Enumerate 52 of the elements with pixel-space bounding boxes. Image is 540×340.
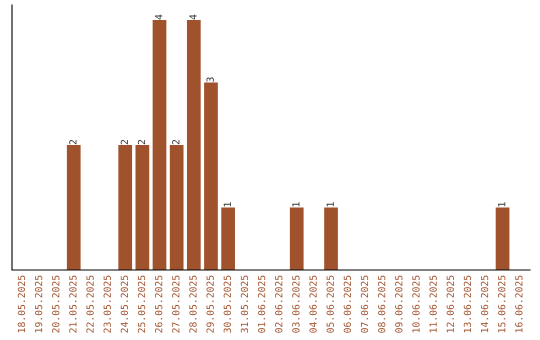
data-label: 1	[292, 202, 300, 206]
x-tick-label: 20.05.2025	[52, 276, 60, 333]
x-tick-label: 09.06.2025	[395, 276, 402, 333]
bar	[186, 20, 201, 270]
x-tick-label: 26.05.2025	[155, 276, 162, 333]
bar	[152, 20, 166, 270]
data-label: 4	[155, 14, 162, 20]
data-label: 1	[224, 202, 231, 206]
data-label: 1	[326, 202, 334, 206]
x-tick-label: 23.05.2025	[104, 276, 111, 333]
x-tick-label: 30.05.2025	[224, 276, 231, 333]
data-label: 2	[172, 140, 180, 144]
x-tick-label: 28.05.2025	[189, 276, 197, 333]
x-tick-label: 04.06.2025	[309, 276, 317, 333]
bar	[290, 208, 304, 270]
bar	[496, 208, 510, 270]
x-tick-label: 01.06.2025	[258, 276, 266, 333]
x-tick-label: 31.05.2025	[240, 276, 248, 333]
x-tick-label: 29.05.2025	[206, 276, 214, 333]
x-tick-label: 10.06.2025	[412, 276, 420, 332]
x-tick-label: 19.05.2025	[34, 276, 42, 332]
x-tick-label: 08.06.2025	[378, 276, 386, 333]
x-tick-label: 12.06.2025	[446, 276, 454, 332]
bar	[66, 145, 81, 270]
data-label: 2	[69, 140, 76, 144]
x-tick-label: 06.06.2025	[344, 276, 352, 333]
x-tick-label: 25.05.2025	[138, 276, 146, 333]
x-tick-label: 24.05.2025	[120, 276, 128, 333]
data-label: 4	[189, 14, 197, 20]
x-tick-label: 15.06.2025	[498, 276, 506, 332]
x-tick-label: 18.05.2025	[18, 276, 26, 332]
bar	[170, 145, 184, 270]
x-tick-label: 21.05.2025	[69, 276, 77, 333]
bar	[135, 145, 150, 270]
data-label: 3	[206, 77, 214, 82]
data-label: 2	[120, 140, 128, 144]
x-tick-label: 02.06.2025	[275, 276, 282, 333]
x-tick-label: 03.06.2025	[292, 276, 300, 333]
x-tick-label: 22.05.2025	[86, 276, 94, 333]
data-label: 1	[498, 202, 506, 206]
bar	[204, 82, 218, 270]
x-tick-label: 05.06.2025	[326, 276, 334, 333]
x-tick-label: 16.06.2025	[515, 276, 523, 332]
x-tick-label: 13.06.2025	[464, 276, 472, 332]
x-tick-label: 11.06.2025	[429, 276, 437, 332]
bar	[221, 208, 235, 270]
x-tick-label: 14.06.2025	[480, 276, 488, 332]
x-tick-label: 27.05.2025	[172, 276, 180, 333]
bar	[118, 145, 132, 270]
bar	[324, 208, 338, 270]
x-tick-label: 07.06.2025	[360, 276, 368, 333]
data-label: 2	[138, 140, 146, 144]
